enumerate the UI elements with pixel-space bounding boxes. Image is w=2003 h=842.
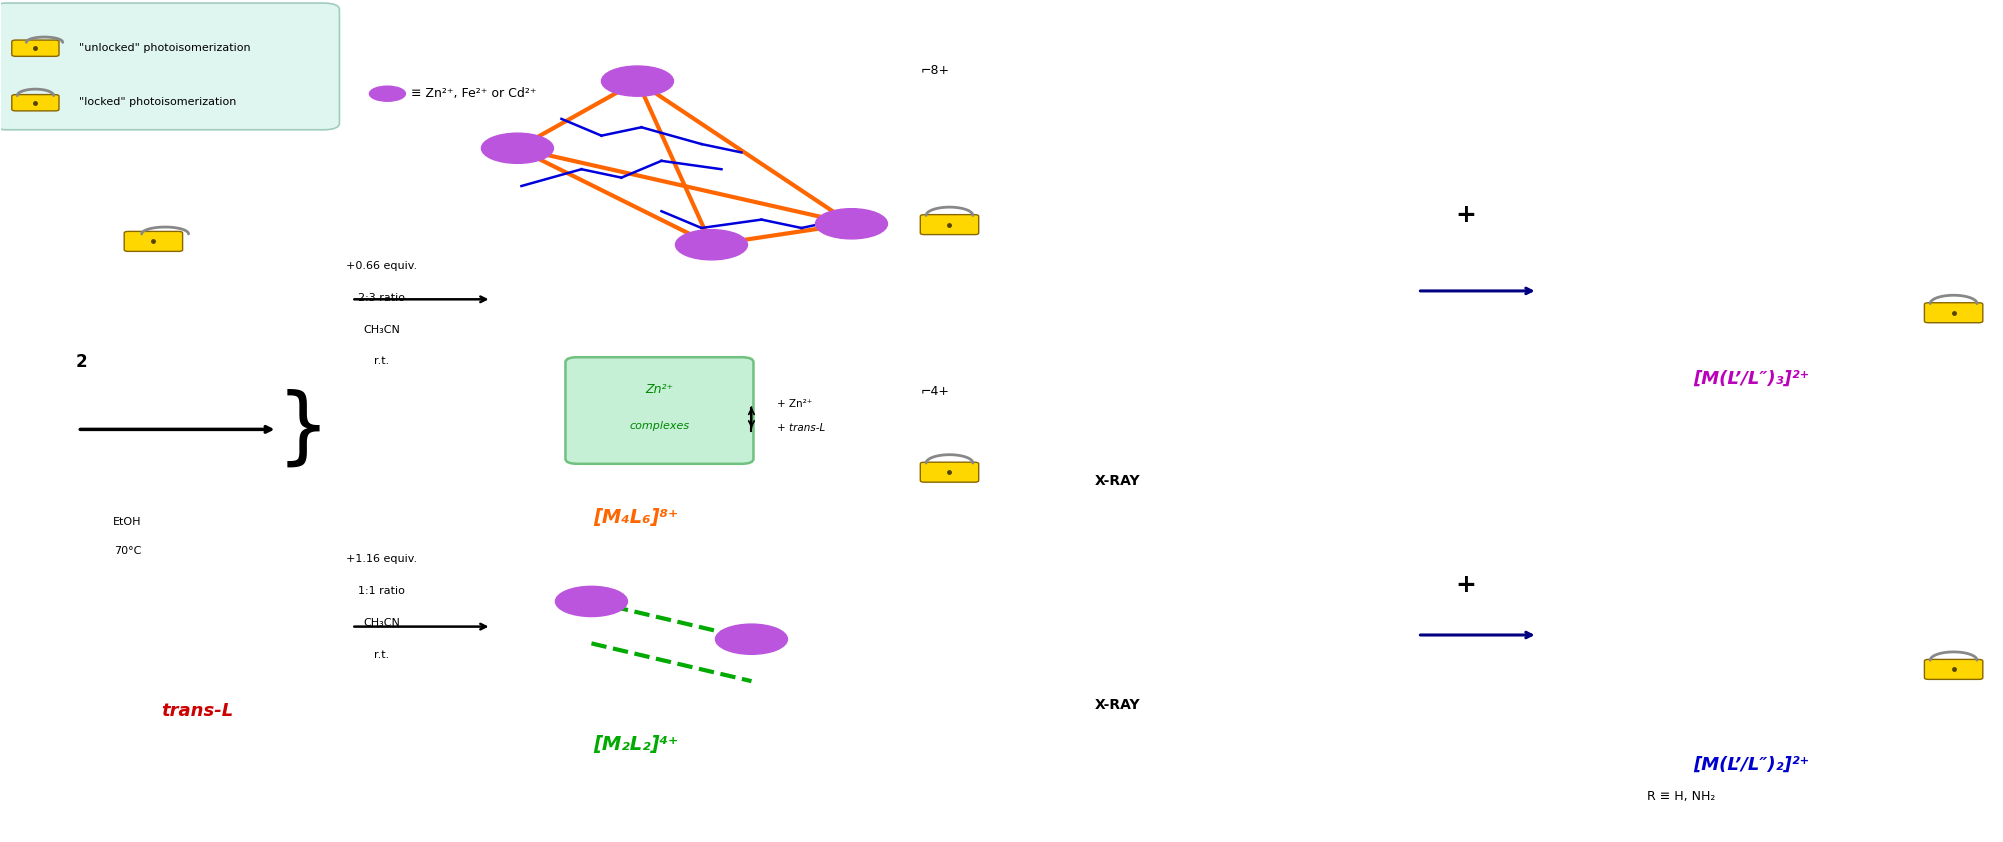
Circle shape bbox=[481, 133, 553, 163]
Text: CH₃CN: CH₃CN bbox=[363, 618, 401, 628]
Text: ⌐8+: ⌐8+ bbox=[921, 64, 949, 77]
Text: 2: 2 bbox=[76, 354, 88, 371]
Text: complexes: complexes bbox=[629, 421, 689, 430]
Text: CH₃CN: CH₃CN bbox=[363, 324, 401, 334]
Text: X-RAY: X-RAY bbox=[1096, 698, 1140, 711]
Text: "locked" photoisomerization: "locked" photoisomerization bbox=[80, 97, 236, 107]
Circle shape bbox=[369, 86, 405, 101]
Text: [M(L’/L″)₃]²⁺: [M(L’/L″)₃]²⁺ bbox=[1693, 370, 1809, 388]
Text: +: + bbox=[1454, 204, 1476, 227]
Text: X-RAY: X-RAY bbox=[1096, 474, 1140, 488]
Circle shape bbox=[815, 209, 887, 239]
FancyBboxPatch shape bbox=[1925, 303, 1983, 322]
Text: 1:1 ratio: 1:1 ratio bbox=[359, 586, 405, 596]
FancyBboxPatch shape bbox=[0, 3, 339, 130]
Text: r.t.: r.t. bbox=[375, 650, 389, 660]
Text: 2:3 ratio: 2:3 ratio bbox=[359, 293, 405, 302]
FancyBboxPatch shape bbox=[124, 232, 182, 252]
Text: EtOH: EtOH bbox=[112, 517, 142, 527]
Text: [M(L’/L″)₂]²⁺: [M(L’/L″)₂]²⁺ bbox=[1693, 756, 1809, 774]
FancyBboxPatch shape bbox=[1925, 659, 1983, 679]
Text: [M₂L₂]⁴⁺: [M₂L₂]⁴⁺ bbox=[593, 734, 679, 754]
Text: ⌐4+: ⌐4+ bbox=[921, 385, 949, 398]
Text: +1.16 equiv.: +1.16 equiv. bbox=[347, 555, 417, 564]
Text: Zn²⁺: Zn²⁺ bbox=[645, 383, 673, 396]
FancyBboxPatch shape bbox=[919, 215, 979, 235]
Text: + Zn²⁺: + Zn²⁺ bbox=[777, 399, 813, 409]
Text: + trans-L: + trans-L bbox=[777, 423, 825, 433]
Circle shape bbox=[601, 66, 673, 96]
FancyBboxPatch shape bbox=[12, 94, 58, 111]
Circle shape bbox=[715, 624, 787, 654]
FancyBboxPatch shape bbox=[12, 40, 58, 56]
Text: [M₄L₆]⁸⁺: [M₄L₆]⁸⁺ bbox=[593, 508, 679, 527]
Text: 70°C: 70°C bbox=[114, 546, 140, 556]
Text: r.t.: r.t. bbox=[375, 356, 389, 366]
FancyBboxPatch shape bbox=[565, 357, 753, 464]
Text: ≡ Zn²⁺, Fe²⁺ or Cd²⁺: ≡ Zn²⁺, Fe²⁺ or Cd²⁺ bbox=[411, 88, 537, 100]
Text: "unlocked" photoisomerization: "unlocked" photoisomerization bbox=[80, 43, 250, 52]
Circle shape bbox=[555, 586, 627, 616]
Text: trans-L: trans-L bbox=[162, 701, 234, 720]
Text: +0.66 equiv.: +0.66 equiv. bbox=[347, 261, 417, 271]
Text: R ≡ H, NH₂: R ≡ H, NH₂ bbox=[1646, 791, 1717, 803]
Text: +: + bbox=[1454, 573, 1476, 597]
FancyBboxPatch shape bbox=[919, 462, 979, 482]
Text: }: } bbox=[276, 389, 330, 470]
Circle shape bbox=[675, 230, 747, 260]
